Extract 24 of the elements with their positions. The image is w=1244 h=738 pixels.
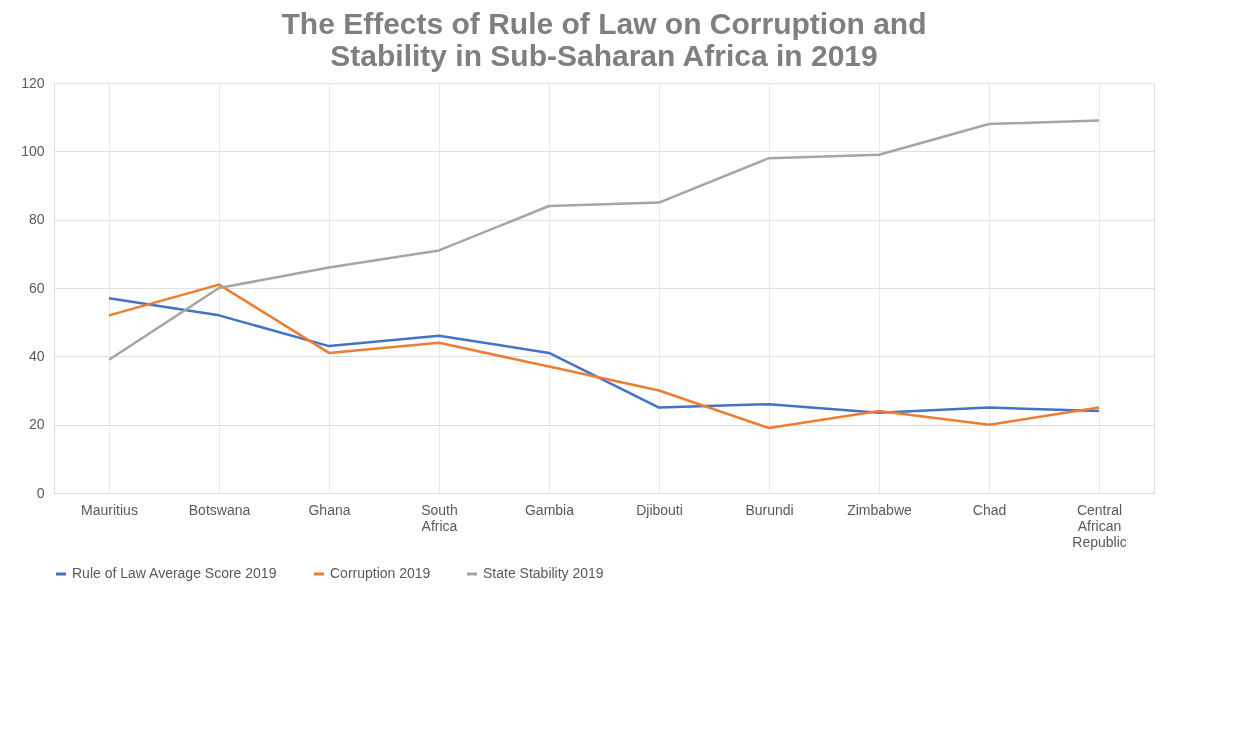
y-tick-label: 20 [28,416,45,433]
y-tick-label: 60 [28,279,45,296]
x-tick-label: Central African Republic [1072,501,1127,550]
legend-label: Corruption 2019 [330,565,431,581]
x-tick-label: Burundi [745,501,794,518]
x-tick-label: Mauritius [81,501,138,518]
x-tick-label: Chad [972,501,1007,518]
legend-label: Rule of Law Average Score 2019 [72,565,277,581]
x-tick-label: Gambia [524,501,575,518]
x-tick-label: Zimbabwe [847,501,912,518]
y-tick-label: 100 [21,142,45,159]
line-series [107,283,1101,430]
y-tick-label: 80 [28,211,45,228]
legend-label: State Stability 2019 [483,565,604,581]
y-tick-label: 120 [21,74,45,91]
line-series [107,119,1101,361]
x-tick-label: Djibouti [636,501,683,518]
line-series [107,297,1101,414]
y-tick-label: 0 [36,484,45,501]
y-tick-label: 40 [28,347,45,364]
x-tick-label: South Africa [421,501,458,534]
x-tick-label: Botswana [188,501,251,518]
chart-title: The Effects of Rule of Law on Corruption and Stability in Sub-Saharan Africa in 2019 [281,7,927,72]
x-tick-label: Ghana [308,501,351,518]
